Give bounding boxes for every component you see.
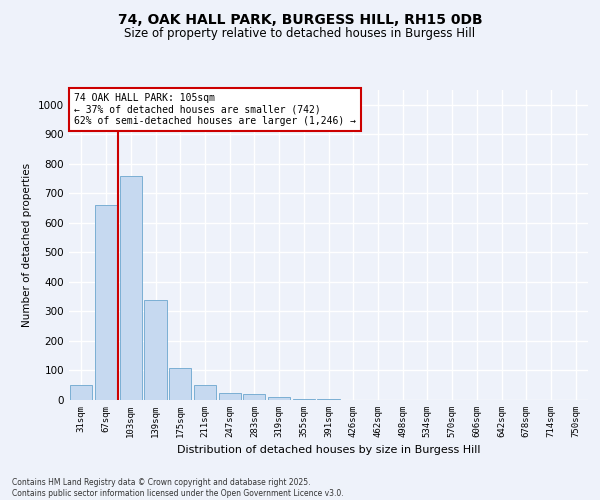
Y-axis label: Number of detached properties: Number of detached properties <box>22 163 32 327</box>
Text: 74, OAK HALL PARK, BURGESS HILL, RH15 0DB: 74, OAK HALL PARK, BURGESS HILL, RH15 0D… <box>118 12 482 26</box>
Text: 74 OAK HALL PARK: 105sqm
← 37% of detached houses are smaller (742)
62% of semi-: 74 OAK HALL PARK: 105sqm ← 37% of detach… <box>74 93 356 126</box>
Text: Size of property relative to detached houses in Burgess Hill: Size of property relative to detached ho… <box>124 28 476 40</box>
Bar <box>218 392 241 400</box>
Bar <box>95 205 117 400</box>
Bar <box>169 368 191 400</box>
X-axis label: Distribution of detached houses by size in Burgess Hill: Distribution of detached houses by size … <box>177 446 480 456</box>
Bar <box>293 398 315 400</box>
Bar <box>119 176 142 400</box>
Bar <box>268 397 290 400</box>
Bar <box>145 300 167 400</box>
Bar <box>194 385 216 400</box>
Bar <box>70 385 92 400</box>
Text: Contains HM Land Registry data © Crown copyright and database right 2025.
Contai: Contains HM Land Registry data © Crown c… <box>12 478 344 498</box>
Bar <box>243 394 265 400</box>
